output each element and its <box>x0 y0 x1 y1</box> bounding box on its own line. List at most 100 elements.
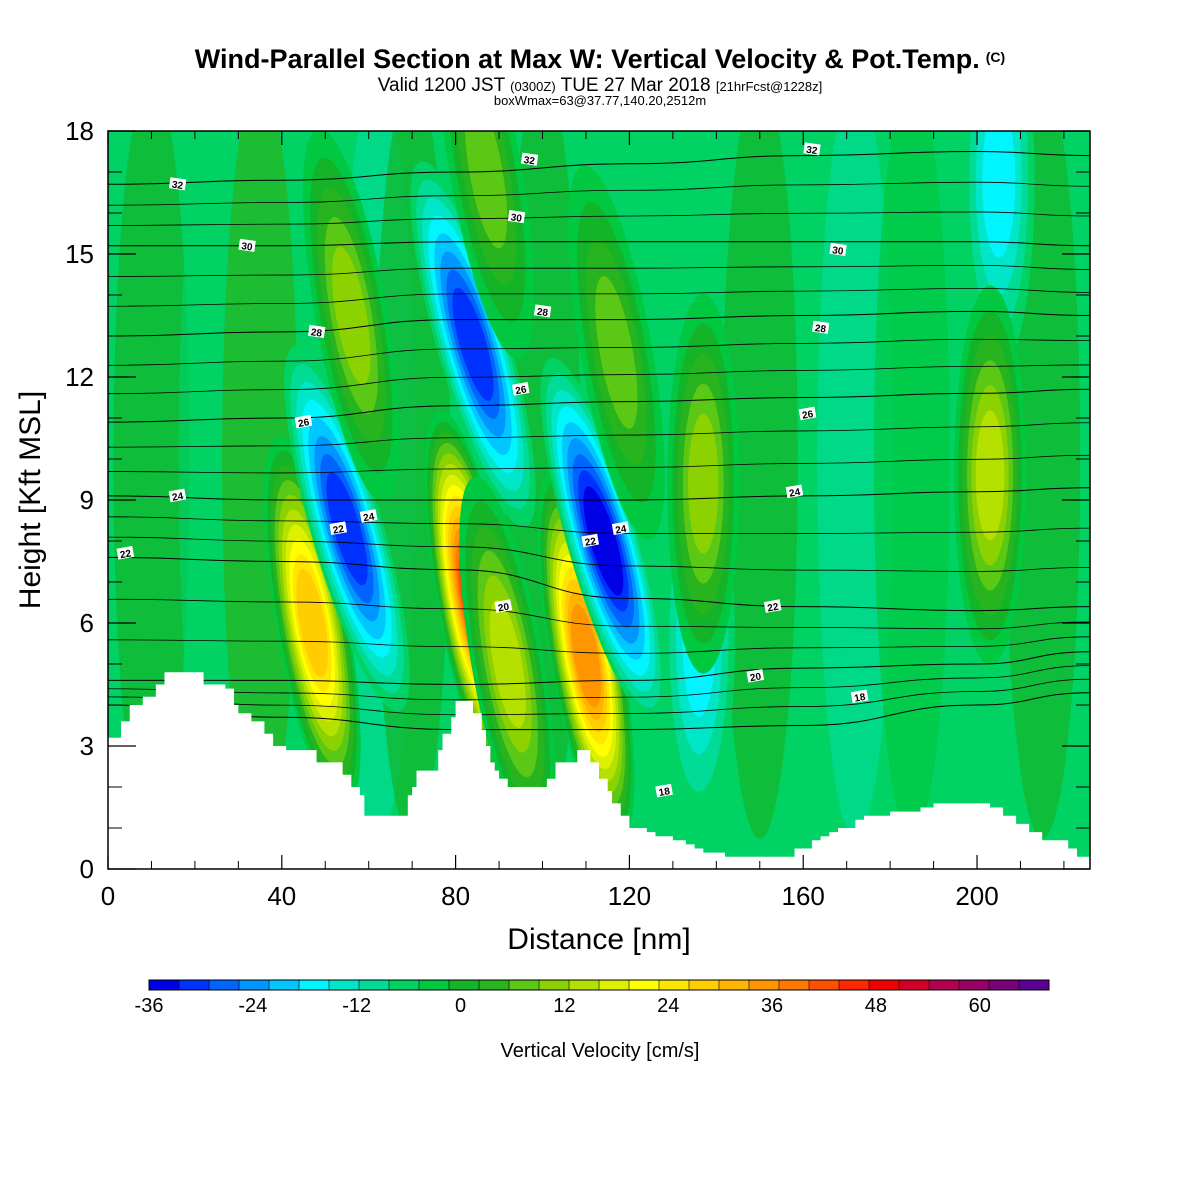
contour-label-text: 24 <box>171 491 184 504</box>
contour-label-box <box>307 324 326 338</box>
colorbar-swatch <box>239 980 270 990</box>
theta-contour-line <box>108 692 1090 731</box>
theta-contour-line <box>108 536 1090 572</box>
colorbar-swatch <box>479 980 510 990</box>
contour-label-box <box>329 521 348 536</box>
contour-label: 32 <box>168 177 187 193</box>
contour-label-text: 32 <box>171 180 184 193</box>
contour-label: 24 <box>611 521 630 537</box>
velocity-cell-level <box>688 413 719 554</box>
contour-label-text: 26 <box>801 409 814 422</box>
theta-contour-line <box>108 651 1090 686</box>
velocity-cell-level <box>595 276 638 429</box>
x-tick-label: 0 <box>101 881 115 911</box>
contour-label-box <box>359 509 378 523</box>
y-axis-title: Height [Kft MSL] <box>14 391 47 609</box>
colorbar-swatch <box>209 980 240 990</box>
colorbar-tick-label: 36 <box>761 995 783 1017</box>
y-tick-label: 6 <box>80 608 94 638</box>
theta-contour-line <box>108 388 1090 423</box>
contour-label: 32 <box>803 142 821 157</box>
y-tick-label: 3 <box>80 731 94 761</box>
contour-label: 24 <box>359 509 378 524</box>
theta-contour-line <box>108 241 1090 247</box>
colorbar-title: Vertical Velocity [cm/s] <box>501 1040 700 1062</box>
contour-label: 28 <box>811 320 830 336</box>
theta-contour-line <box>108 181 1090 206</box>
contour-label-box <box>494 599 513 613</box>
contour-label-text: 20 <box>749 671 762 684</box>
colorbar-swatch <box>719 980 750 990</box>
theta-contour-line <box>108 487 1090 501</box>
velocity-cell <box>263 435 361 811</box>
contour-label-box <box>520 152 539 166</box>
chart-title: Wind-Parallel Section at Max W: Vertical… <box>194 44 1006 74</box>
velocity-cell <box>537 468 635 844</box>
colorbar-swatch <box>779 980 810 990</box>
velocity-cell-level <box>975 410 1005 541</box>
contour-label-text: 30 <box>831 245 844 258</box>
velocity-cell <box>567 165 665 540</box>
contour-label-box <box>655 783 673 798</box>
contour-label-box <box>829 242 847 256</box>
colorbar-swatch <box>179 980 210 990</box>
contour-label: 22 <box>763 599 782 614</box>
contour-labels: 32 32 32 30 30 30 28 28 28 26 26 26 24 24 24 24 22 22 22 22… <box>116 142 869 799</box>
colorbar-tick-label: 12 <box>553 995 575 1017</box>
colorbar-swatch <box>449 980 480 990</box>
contour-label: 22 <box>116 546 135 561</box>
colorbar-swatch <box>659 980 690 990</box>
colorbar-swatch <box>299 980 330 990</box>
theta-contour-line <box>108 556 1090 612</box>
contour-label: 18 <box>850 689 869 705</box>
contour-label-text: 24 <box>363 511 376 524</box>
contour-label-box <box>763 599 782 613</box>
theta-contour-line <box>108 636 1090 654</box>
contour-label-box <box>511 382 530 396</box>
colorbar-swatch <box>869 980 900 990</box>
contour-label-text: 32 <box>805 145 818 158</box>
colorbar-swatch <box>749 980 780 990</box>
contour-label-text: 32 <box>523 155 536 168</box>
contour-label-box <box>581 533 600 548</box>
colorbar-swatch <box>1019 980 1050 990</box>
contour-label-text: 26 <box>297 417 310 430</box>
contour-label-text: 18 <box>854 692 867 705</box>
theta-contour-line <box>108 598 1090 630</box>
colorbar-swatch <box>539 980 570 990</box>
contour-label-box <box>168 488 187 503</box>
colorbar-swatch <box>389 980 420 990</box>
colorbar-swatch <box>839 980 870 990</box>
colorbar-tick-label: -36 <box>135 995 164 1017</box>
colorbar-swatch <box>569 980 600 990</box>
colorbar-tick-label: 0 <box>455 995 466 1017</box>
theta-contour-line <box>108 422 1090 448</box>
colorbar-frame <box>148 979 1050 991</box>
velocity-cell <box>667 293 740 674</box>
theta-contour-line <box>108 665 1090 701</box>
theta-contour-line <box>108 264 1090 277</box>
velocity-cell <box>437 131 535 360</box>
x-tick-label: 160 <box>782 881 825 911</box>
y-tick-label: 0 <box>80 854 94 884</box>
contour-label: 32 <box>520 152 539 168</box>
contour-label-text: 22 <box>332 524 345 537</box>
x-tick-label: 80 <box>441 881 470 911</box>
x-axis-title: Distance [nm] <box>507 923 690 956</box>
colorbar-tick-label: 60 <box>969 995 991 1017</box>
theta-contour-line <box>108 364 1090 395</box>
contour-label-box <box>611 521 630 536</box>
theta-contour-line <box>108 338 1090 366</box>
colorbar-swatch <box>359 980 390 990</box>
colorbar-swatch <box>419 980 450 990</box>
contour-label-text: 18 <box>658 786 671 799</box>
contour-label-box <box>785 484 804 499</box>
contour-label: 30 <box>829 242 847 258</box>
contour-label: 22 <box>581 533 600 549</box>
y-tick-label: 18 <box>65 116 94 146</box>
theta-contour-line <box>108 211 1090 226</box>
box-wmax-line: boxWmax=63@37.77,140.20,2512m <box>493 93 707 108</box>
colorbar-swatch <box>809 980 840 990</box>
velocity-cell-level <box>332 246 371 385</box>
